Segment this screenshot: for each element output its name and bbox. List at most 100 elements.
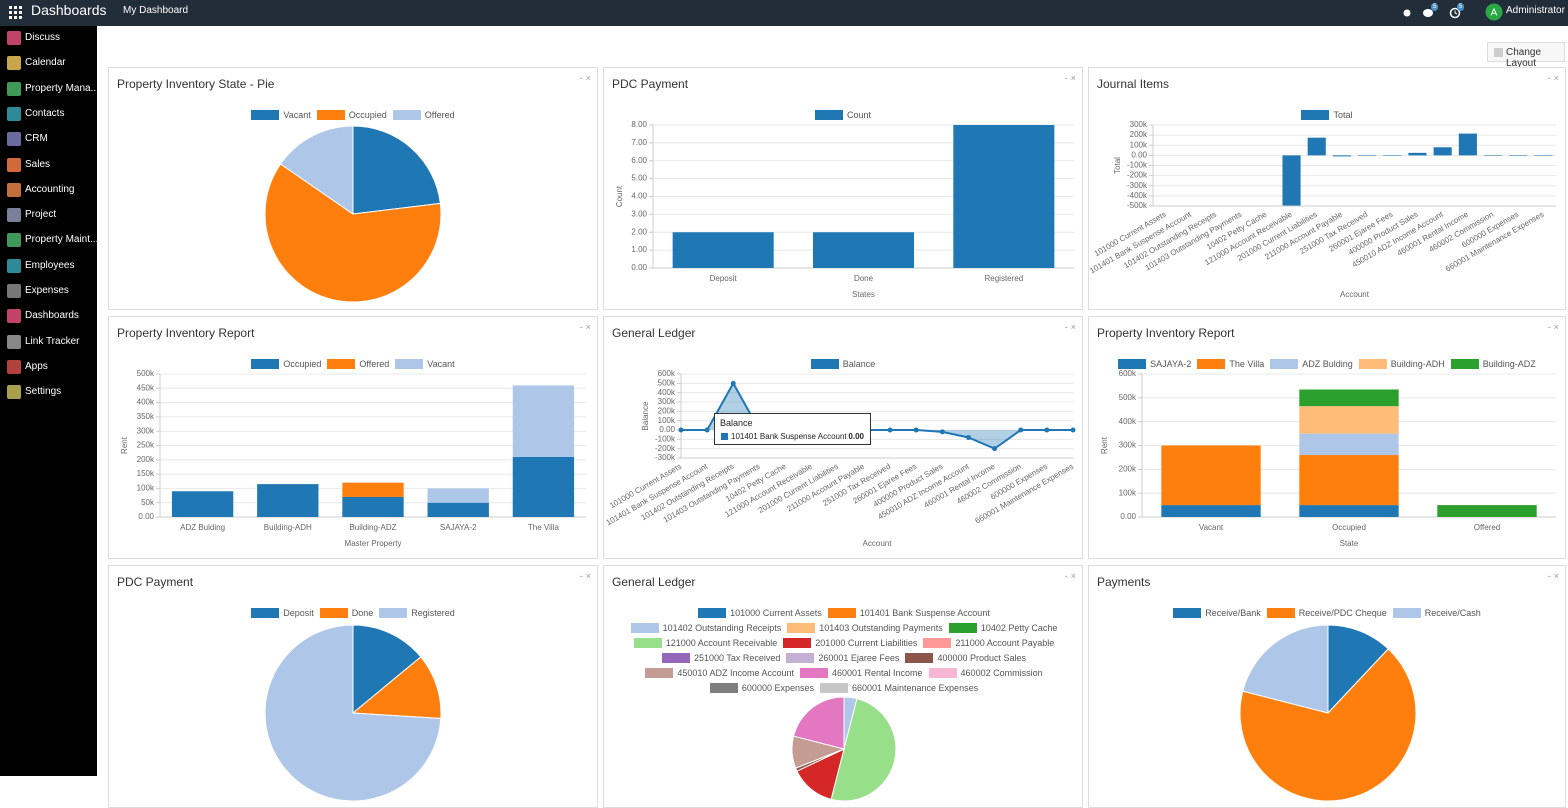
close-button[interactable]: × <box>1553 322 1559 332</box>
minimize-button[interactable]: - <box>579 571 583 581</box>
legend-item[interactable]: 101403 Outstanding Payments <box>787 622 943 633</box>
legend-item[interactable]: Balance <box>810 358 875 369</box>
menu-item[interactable]: Accounting <box>0 180 97 200</box>
legend-item[interactable]: ADZ Bulding <box>1270 358 1353 369</box>
menu-item[interactable]: My Dashboard <box>123 5 189 16</box>
close-button[interactable]: × <box>1553 73 1559 83</box>
legend-item[interactable]: 101402 Outstanding Receipts <box>630 622 781 633</box>
user-menu[interactable]: Administrator (D <box>1506 5 1568 16</box>
apps-grid-icon[interactable] <box>9 6 23 20</box>
legend-item[interactable]: 260001 Ejaree Fees <box>786 652 899 663</box>
legend-item[interactable]: Total <box>1301 109 1353 120</box>
menu-item[interactable]: Project <box>0 205 97 225</box>
legend-item[interactable]: Registered <box>379 607 455 618</box>
menu-item[interactable]: CRM <box>0 129 97 149</box>
minimize-button[interactable]: - <box>1547 73 1551 83</box>
point <box>678 427 684 433</box>
legend-item[interactable]: Offered <box>392 109 455 120</box>
legend-swatch <box>709 682 738 693</box>
activity-icon[interactable] <box>1449 7 1461 19</box>
legend-item[interactable]: Vacant <box>395 358 455 369</box>
menu-item[interactable]: Sales <box>0 155 97 175</box>
legend-item[interactable]: Occupied <box>316 109 387 120</box>
y-tick-label: 0.00 <box>1120 512 1136 521</box>
minimize-button[interactable]: - <box>1547 571 1551 581</box>
menu-item[interactable]: Employees <box>0 256 97 276</box>
minimize-button[interactable]: - <box>1064 571 1068 581</box>
legend-item[interactable]: Receive/PDC Cheque <box>1266 607 1387 618</box>
menu-icon <box>7 208 21 223</box>
app-name[interactable]: Dashboards <box>31 2 107 18</box>
legend-label: 251000 Tax Received <box>693 652 781 663</box>
close-button[interactable]: × <box>585 73 591 83</box>
chat-icon[interactable] <box>1422 8 1434 18</box>
legend-label: 211000 Account Payable <box>955 637 1055 648</box>
legend-item[interactable]: Building-ADH <box>1358 358 1445 369</box>
menu-icon <box>7 284 21 298</box>
y-tick-label: 500k <box>1119 393 1137 402</box>
y-tick-label: 500k <box>137 369 155 378</box>
legend-item[interactable]: 101000 Current Assets <box>698 607 822 618</box>
menu-item[interactable]: Apps <box>0 357 97 377</box>
legend-label: ADZ Bulding <box>1302 358 1353 369</box>
legend-item[interactable]: 400000 Product Sales <box>905 652 1026 663</box>
widget-controls: - × <box>1065 73 1076 83</box>
close-button[interactable]: × <box>1070 322 1076 332</box>
point <box>1070 427 1076 433</box>
avatar[interactable]: A <box>1485 3 1503 21</box>
legend-item[interactable]: 460001 Rental Income <box>799 667 923 678</box>
legend-item[interactable]: Vacant <box>251 109 311 120</box>
debug-icon[interactable] <box>1402 8 1412 18</box>
bar <box>1408 152 1427 156</box>
menu-item[interactable]: Expenses <box>0 281 97 301</box>
menu-item[interactable]: Settings <box>0 382 97 402</box>
minimize-button[interactable]: - <box>579 73 583 83</box>
change-layout-button[interactable]: Change Layout <box>1487 42 1565 69</box>
close-button[interactable]: × <box>1553 571 1559 581</box>
legend-item[interactable]: The Villa <box>1197 358 1264 369</box>
close-button[interactable]: × <box>1070 571 1076 581</box>
legend-item[interactable]: 450010 ADZ Income Account <box>645 667 794 678</box>
menu-item[interactable]: Discuss <box>0 28 97 48</box>
close-button[interactable]: × <box>585 571 591 581</box>
minimize-button[interactable]: - <box>579 322 583 332</box>
menu-item[interactable]: Link Tracker <box>0 332 97 352</box>
legend-item[interactable]: 121000 Account Receivable <box>633 637 777 648</box>
minimize-button[interactable]: - <box>1547 322 1551 332</box>
menu-item[interactable]: Dashboards <box>0 306 97 326</box>
pie-slice <box>264 624 442 802</box>
minimize-button[interactable]: - <box>1064 322 1068 332</box>
pie-slice <box>351 656 442 720</box>
legend-item[interactable]: Building-ADZ <box>1450 358 1536 369</box>
legend-item[interactable]: Done <box>319 607 373 618</box>
pie-slice <box>1242 624 1329 714</box>
legend-item[interactable]: 460002 Commission <box>928 667 1043 678</box>
legend-item[interactable]: 211000 Account Payable <box>923 637 1054 648</box>
x-tick-label: Occupied <box>1332 523 1366 532</box>
close-button[interactable]: × <box>1070 73 1076 83</box>
legend-item[interactable]: Deposit <box>251 607 314 618</box>
legend-item[interactable]: 660001 Maintenance Expenses <box>819 682 978 693</box>
legend-item[interactable]: 201000 Current Liabilities <box>783 637 917 648</box>
legend-item[interactable]: 251000 Tax Received <box>661 652 781 663</box>
menu-item[interactable]: Property Maint... <box>0 230 98 250</box>
legend-item[interactable]: 10402 Petty Cache <box>948 622 1057 633</box>
menu-icon <box>7 385 21 400</box>
menu-item[interactable]: Contacts <box>0 104 97 124</box>
legend-item[interactable]: 101401 Bank Suspense Account <box>827 607 990 618</box>
legend-item[interactable]: Receive/Cash <box>1392 607 1481 618</box>
legend-item[interactable]: Occupied <box>251 358 321 369</box>
close-button[interactable]: × <box>585 322 591 332</box>
legend-item[interactable]: Count <box>814 109 871 120</box>
y-tick-label: 100k <box>658 416 676 425</box>
menu-item[interactable]: Property Mana... <box>0 79 99 99</box>
legend-swatch <box>251 109 280 120</box>
minimize-button[interactable]: - <box>1064 73 1068 83</box>
legend-item[interactable]: Offered <box>327 358 389 369</box>
legend-item[interactable]: SAJAYA-2 <box>1118 358 1191 369</box>
legend-item[interactable]: Receive/Bank <box>1173 607 1261 618</box>
legend-swatch <box>827 607 856 618</box>
legend-item[interactable]: 600000 Expenses <box>709 682 814 693</box>
widget-controls: - × <box>1065 571 1076 581</box>
menu-item[interactable]: Calendar <box>0 53 97 73</box>
